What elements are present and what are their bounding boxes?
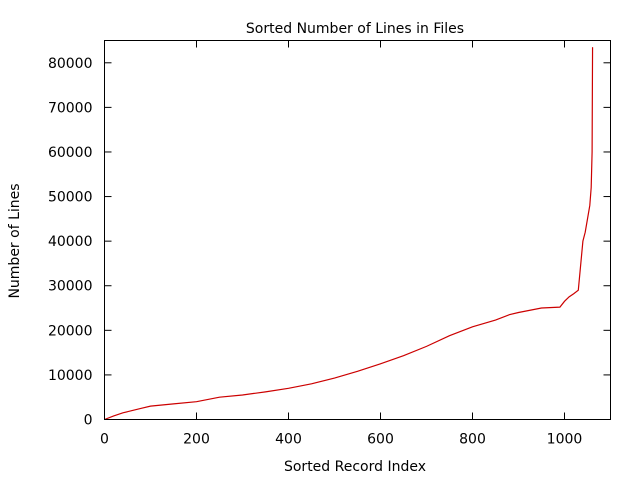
y-tick-label: 10000: [48, 368, 93, 384]
y-axis-label: Number of Lines: [7, 183, 23, 298]
chart-title: Sorted Number of Lines in Files: [246, 21, 464, 37]
y-tick-label: 40000: [48, 234, 93, 250]
y-tick-label: 60000: [48, 145, 93, 161]
x-axis-label: Sorted Record Index: [284, 459, 426, 475]
plot-frame: [104, 40, 611, 420]
x-tick-label: 0: [100, 432, 109, 448]
y-tick-label: 50000: [48, 190, 93, 206]
series-group: [104, 47, 594, 421]
y-tick-label: 70000: [48, 100, 93, 116]
y-tick-label: 20000: [48, 323, 93, 339]
axis-ticks: 0 200 400 600 800 100001000020000300004000050…: [48, 40, 611, 448]
y-tick-label: 80000: [48, 56, 93, 72]
y-tick-label: 0: [84, 413, 93, 429]
y-tick-label: 30000: [48, 279, 93, 295]
x-tick-label: 1000: [547, 432, 583, 448]
x-tick-label: 400: [275, 432, 302, 448]
x-tick-label: 600: [367, 432, 394, 448]
series-line-0: [104, 47, 594, 421]
x-tick-label: 200: [183, 432, 210, 448]
x-tick-label: 800: [459, 432, 486, 448]
